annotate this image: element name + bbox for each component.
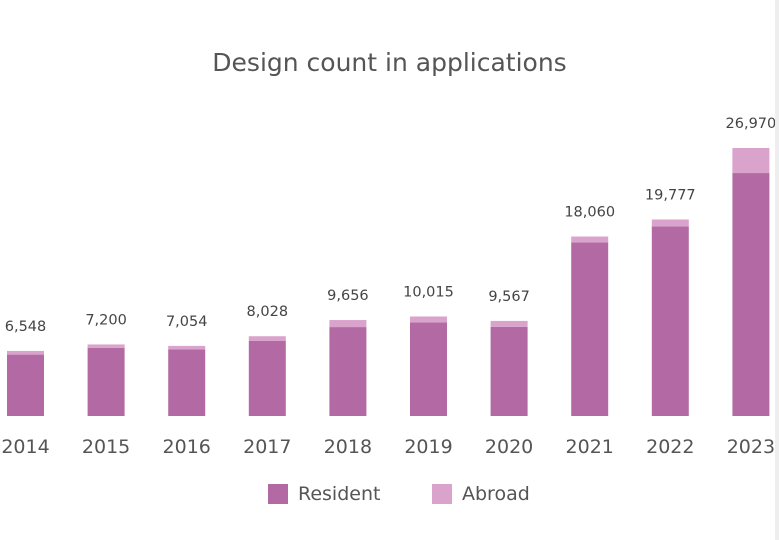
x-tick-label-2014: 2014 [1,436,49,458]
x-tick-label-2023: 2023 [727,436,775,458]
x-tick-label-2016: 2016 [163,436,211,458]
data-label-2014: 6,548 [5,319,47,335]
right-edge-strip [775,0,779,540]
x-tick-label-2021: 2021 [566,436,614,458]
legend-label-abroad: Abroad [462,483,530,505]
bar-abroad-2015 [87,344,125,348]
bar-resident-2022 [651,226,689,416]
legend-label-resident: Resident [298,483,380,505]
x-tick-label-2017: 2017 [243,436,291,458]
bar-abroad-2017 [248,336,286,341]
bar-abroad-2023 [732,148,770,174]
data-label-2023: 26,970 [726,116,777,132]
x-tick-label-2019: 2019 [404,436,452,458]
x-axis-ticks: 2014 2015 2016 2017 2018 2019 2020 2021 2022 2023 [1,436,775,458]
bars-layer [7,148,770,416]
bar-resident-2021 [571,242,609,416]
bar-resident-2019 [410,322,447,416]
bar-abroad-2021 [571,236,609,243]
bar-resident-2017 [248,340,286,416]
chart-title: Design count in applications [212,48,567,77]
legend-swatch-abroad [432,484,452,504]
data-label-2021: 18,060 [564,205,615,221]
data-label-2019: 10,015 [403,284,454,300]
legend-swatch-resident [268,484,288,504]
data-label-2016: 7,054 [166,314,208,330]
bar-resident-2014 [7,354,44,416]
x-tick-label-2020: 2020 [485,436,533,458]
bar-abroad-2022 [651,219,689,227]
bar-abroad-2014 [7,350,44,355]
x-tick-label-2018: 2018 [324,436,372,458]
bar-resident-2023 [732,173,770,416]
bar-resident-2018 [329,327,367,416]
bar-resident-2015 [87,347,125,416]
bar-abroad-2018 [329,320,367,328]
data-label-2022: 19,777 [645,187,696,203]
data-label-2020: 9,567 [488,289,530,305]
data-label-2017: 8,028 [247,304,289,320]
data-labels-layer: 6,548 7,200 7,054 8,028 9,656 10,015 9,567 18,0… [5,116,777,335]
bar-resident-2020 [490,326,528,416]
bar-abroad-2020 [490,320,528,327]
bar-resident-2016 [168,349,206,416]
bar-abroad-2016 [168,345,206,350]
x-tick-label-2015: 2015 [82,436,130,458]
bar-abroad-2019 [410,316,447,323]
data-label-2018: 9,656 [327,288,369,304]
legend: Resident Abroad [268,483,530,505]
x-tick-label-2022: 2022 [646,436,694,458]
data-label-2015: 7,200 [85,312,127,328]
